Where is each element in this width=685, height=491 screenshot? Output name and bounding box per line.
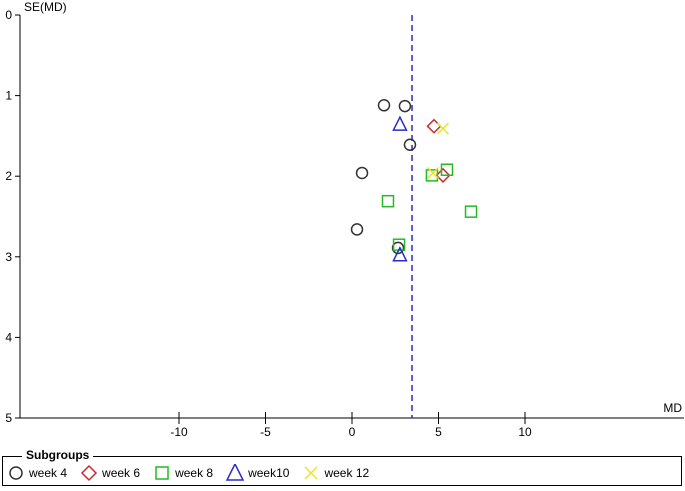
square-icon	[155, 466, 169, 480]
x-tick-label: 0	[349, 425, 356, 439]
circle-marker	[403, 138, 417, 152]
diamond-icon	[80, 464, 98, 482]
x-tick-label: 5	[435, 425, 442, 439]
legend-label: week 4	[29, 466, 68, 480]
triangle-marker	[392, 115, 408, 131]
y-tick-label: 2	[5, 169, 12, 183]
legend-label: week10	[248, 466, 290, 480]
y-axis-label: SE(MD)	[24, 0, 67, 14]
legend-box	[2, 456, 682, 486]
circle-marker	[398, 99, 412, 113]
funnel-plot: 0 1 2 3 4 5 -10 -5 0 5 10 SE(MD) MD	[5, 0, 684, 439]
legend-label: week 6	[102, 466, 141, 480]
circle-marker	[350, 223, 364, 236]
legend-item: week 4	[6, 464, 67, 482]
circle-marker	[9, 466, 23, 480]
square-marker	[464, 205, 478, 218]
x-axis-label: MD	[663, 401, 682, 415]
legend-label: week 8	[175, 466, 214, 480]
legend-item: week10	[225, 464, 289, 482]
diamond-marker	[426, 118, 442, 134]
circle-icon	[9, 466, 23, 480]
x-icon	[304, 466, 318, 480]
diamond-marker	[80, 464, 98, 482]
square-marker	[425, 169, 439, 182]
x-marker	[426, 166, 439, 180]
y-tick-label: 4	[5, 330, 12, 344]
legend-item: week 12	[301, 464, 369, 482]
x-marker	[304, 466, 318, 480]
x-marker	[436, 122, 450, 135]
square-marker	[381, 194, 395, 208]
square-marker	[440, 163, 454, 177]
triangle-icon	[225, 464, 245, 481]
legend-item: week 8	[152, 464, 213, 482]
square-marker	[155, 466, 169, 480]
data-points	[350, 99, 478, 262]
axes: 0 1 2 3 4 5 -10 -5 0 5 10 SE(MD) MD	[5, 0, 684, 439]
circle-marker	[377, 99, 391, 112]
x-tick-label: -10	[170, 425, 188, 439]
x-tick-label: -5	[260, 425, 271, 439]
x-tick-label: 10	[518, 425, 532, 439]
legend-items: week 4 week 6 week 8 week10 week 12	[6, 464, 381, 482]
triangle-marker	[225, 464, 245, 481]
legend-label: week 12	[324, 466, 370, 480]
y-tick-label: 0	[5, 8, 12, 22]
diamond-marker	[435, 167, 451, 183]
legend-title: Subgroups	[22, 448, 94, 462]
triangle-marker	[392, 246, 408, 262]
y-tick-label: 1	[5, 89, 12, 103]
y-tick-label: 3	[5, 250, 12, 264]
circle-marker	[391, 241, 405, 255]
legend-item: week 6	[79, 464, 140, 482]
circle-marker	[355, 166, 369, 180]
y-tick-label: 5	[5, 411, 12, 425]
